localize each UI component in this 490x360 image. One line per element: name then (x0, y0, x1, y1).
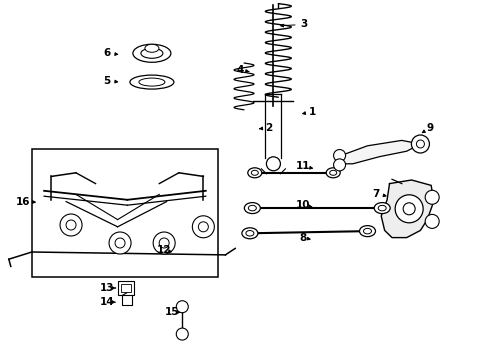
Polygon shape (338, 140, 420, 164)
Ellipse shape (130, 75, 174, 89)
Ellipse shape (141, 48, 163, 58)
Ellipse shape (378, 205, 386, 211)
Ellipse shape (364, 228, 371, 234)
Circle shape (60, 214, 82, 236)
Ellipse shape (133, 44, 171, 62)
Text: 9: 9 (427, 123, 434, 133)
Circle shape (193, 216, 214, 238)
Circle shape (403, 203, 415, 215)
Text: 11: 11 (295, 161, 310, 171)
Text: 15: 15 (165, 307, 180, 318)
Ellipse shape (139, 78, 165, 86)
Text: 14: 14 (99, 297, 114, 307)
Bar (119, 281, 134, 295)
Circle shape (115, 238, 125, 248)
Bar (122, 284, 131, 292)
Circle shape (334, 149, 345, 162)
Circle shape (334, 159, 345, 171)
Text: 16: 16 (16, 197, 31, 207)
Ellipse shape (360, 226, 375, 237)
Ellipse shape (330, 170, 337, 175)
Circle shape (425, 190, 439, 204)
Text: 7: 7 (372, 189, 380, 199)
Circle shape (267, 157, 280, 171)
Circle shape (412, 135, 429, 153)
Text: 5: 5 (103, 76, 110, 86)
Circle shape (109, 232, 131, 254)
Circle shape (159, 238, 169, 248)
Text: 3: 3 (300, 19, 307, 30)
Ellipse shape (251, 170, 258, 175)
Text: 13: 13 (99, 283, 114, 293)
Text: 10: 10 (295, 200, 310, 210)
Circle shape (395, 195, 423, 223)
Text: 8: 8 (299, 233, 306, 243)
Circle shape (176, 328, 188, 340)
Ellipse shape (242, 228, 258, 239)
Circle shape (66, 220, 76, 230)
Text: 12: 12 (157, 245, 172, 255)
Text: 2: 2 (265, 123, 272, 133)
Circle shape (416, 140, 424, 148)
Circle shape (153, 232, 175, 254)
Ellipse shape (374, 203, 390, 213)
Circle shape (198, 222, 208, 232)
Ellipse shape (248, 205, 256, 211)
Text: 1: 1 (309, 107, 316, 117)
Ellipse shape (246, 230, 254, 236)
Circle shape (176, 301, 188, 313)
Ellipse shape (326, 168, 340, 178)
Circle shape (425, 215, 439, 228)
Ellipse shape (245, 203, 260, 213)
Polygon shape (381, 180, 434, 238)
Ellipse shape (248, 168, 262, 178)
Bar (32, 149, 218, 277)
Ellipse shape (145, 44, 159, 52)
Text: 4: 4 (236, 65, 244, 75)
Text: 6: 6 (103, 48, 110, 58)
